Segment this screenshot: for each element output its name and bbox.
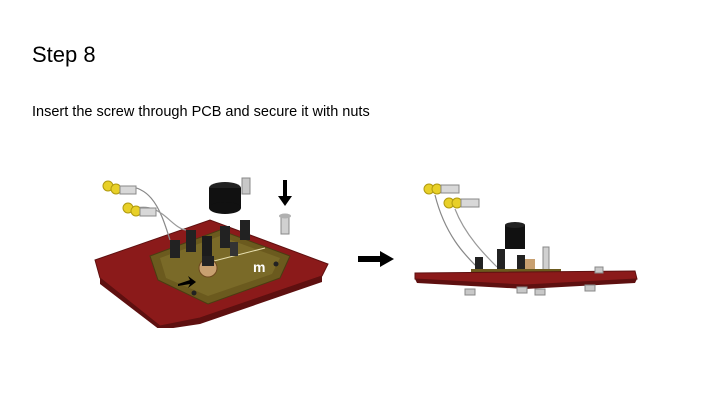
nut: [464, 288, 476, 296]
header-pin: [475, 257, 483, 271]
pcb: [471, 269, 561, 274]
right-arrow-icon: [358, 251, 394, 267]
header-pin: [170, 240, 180, 258]
screw: [241, 177, 251, 195]
pcb-marking: m: [253, 259, 265, 275]
down-arrow-icon: [278, 180, 292, 206]
assembly-before-illustration: m: [94, 177, 329, 328]
buzzer: [505, 225, 525, 249]
slide-title: Step 8: [32, 42, 96, 67]
instruction-text: Insert the screw through PCB and secure …: [32, 104, 370, 120]
assembly-after-illustration: [414, 183, 638, 296]
